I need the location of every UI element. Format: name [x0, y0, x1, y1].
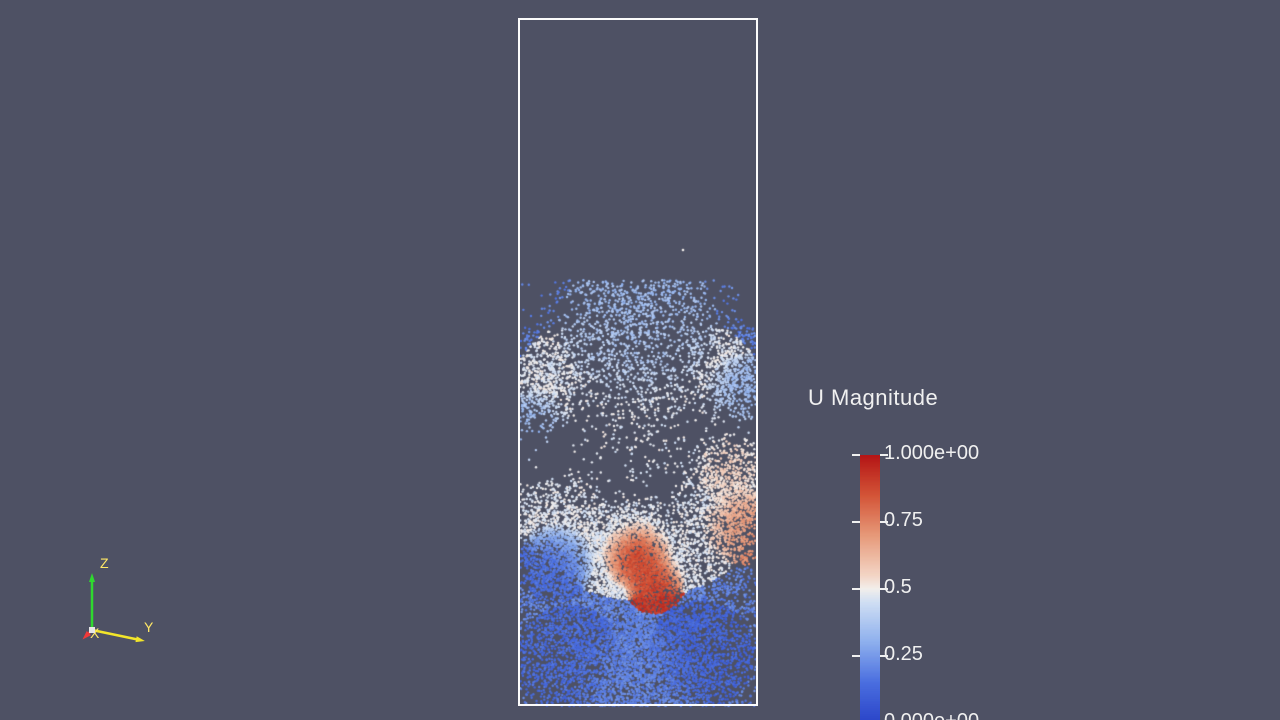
legend-tick-label: 0.75: [884, 509, 923, 532]
legend-title: U Magnitude: [808, 385, 1008, 411]
domain-bounding-box: [518, 18, 758, 706]
legend-tick-label: 0.5: [884, 576, 912, 599]
axes-origin-box: [89, 627, 95, 633]
legend-tick-mark: [852, 521, 860, 523]
legend-tick-mark: [852, 454, 860, 456]
legend-color-bar: [860, 455, 880, 720]
z-axis-label: Z: [100, 555, 109, 571]
orientation-axes-widget: ZYX: [82, 570, 172, 665]
legend-tick-mark: [852, 655, 860, 657]
legend-tick-label: 0.25: [884, 643, 923, 666]
legend-tick-label: 0.000e+00: [884, 710, 979, 720]
z-axis-arrow: [89, 573, 95, 582]
y-axis-label: Y: [144, 619, 154, 635]
legend-tick-mark: [852, 588, 860, 590]
y-axis-arrow: [135, 636, 144, 642]
legend-bar-wrap: 1.000e+000.750.50.250.000e+00: [808, 419, 1008, 707]
color-legend: U Magnitude 1.000e+000.750.50.250.000e+0…: [808, 385, 1008, 707]
legend-tick-label: 1.000e+00: [884, 442, 979, 465]
